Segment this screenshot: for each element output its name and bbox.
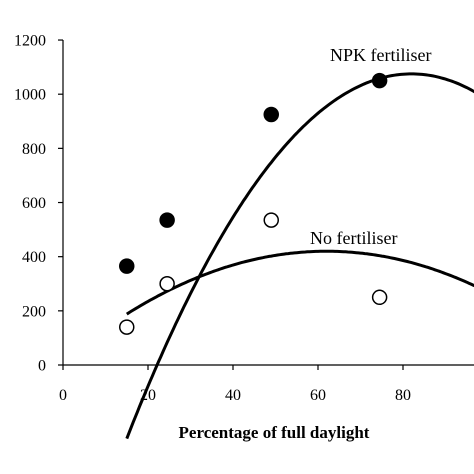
fit-curves <box>125 72 474 440</box>
fit-curve-series-1 <box>125 72 474 440</box>
x-ticks: 0 20 40 60 80 <box>59 365 411 404</box>
data-point-series-1 <box>371 72 388 89</box>
data-point-series-1 <box>119 258 135 274</box>
x-tick-label: 60 <box>310 387 326 404</box>
y-tick-label: 600 <box>22 195 46 212</box>
data-point-series-2 <box>263 212 279 228</box>
series-labels: NPK fertiliser No fertiliser <box>310 45 431 248</box>
fit-curve-series-2 <box>125 249 474 316</box>
y-tick-label: 200 <box>22 303 46 320</box>
x-tick-label: 0 <box>59 387 67 404</box>
data-point-series-2 <box>371 289 388 306</box>
y-tick-label: 400 <box>22 249 46 266</box>
series-label: No fertiliser <box>310 228 397 248</box>
data-point-series-1 <box>159 212 175 228</box>
y-tick-label: 800 <box>22 141 46 158</box>
data-point-series-2 <box>119 319 135 335</box>
y-tick-label: 1000 <box>14 87 46 104</box>
x-tick-label: 80 <box>395 387 411 404</box>
x-tick-label: 40 <box>225 387 241 404</box>
y-tick-label: 1200 <box>14 33 46 50</box>
y-tick-label: 0 <box>38 358 46 375</box>
axes <box>62 40 474 366</box>
data-point-series-1 <box>263 106 279 123</box>
x-axis-title: Percentage of full daylight <box>179 423 370 442</box>
series-label: NPK fertiliser <box>330 45 431 65</box>
data-points <box>119 72 388 335</box>
x-tick-label: 20 <box>140 387 156 404</box>
y-ticks: 0 200 400 600 800 1000 1200 <box>14 33 63 375</box>
data-point-series-2 <box>159 276 175 292</box>
